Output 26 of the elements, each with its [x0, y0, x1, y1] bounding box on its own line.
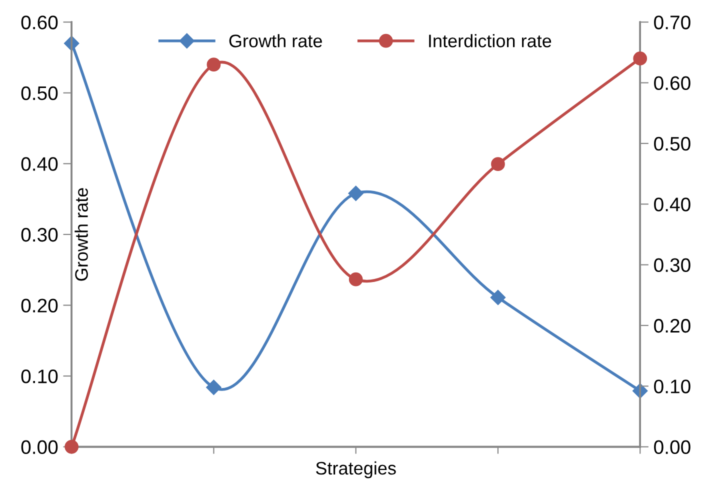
y-tick-label: 0.30: [21, 228, 58, 242]
y-tick-label: 0.60: [21, 16, 58, 30]
point: [348, 186, 364, 201]
point: [206, 58, 221, 72]
y-tick-label: 0.20: [21, 298, 58, 312]
y-axis-title: Growth rate: [74, 188, 88, 281]
y2-tick-label: 0.30: [654, 258, 690, 272]
y-tick-label: 0.50: [21, 86, 58, 100]
y2-tick-label: 0.50: [654, 136, 690, 151]
point: [491, 157, 505, 172]
y2-tick-label: 0.40: [654, 198, 690, 212]
point: [490, 290, 506, 306]
y2-tick-label: 0.10: [654, 380, 690, 394]
y2-tick-label: 0.20: [654, 318, 690, 333]
legend-label: Growth rate: [229, 34, 322, 48]
y2-tick-label: 0.00: [654, 440, 690, 454]
y-tick-label: 0.10: [21, 369, 58, 384]
point: [206, 380, 222, 395]
point: [633, 52, 648, 66]
y2-tick-label: 0.60: [654, 76, 690, 90]
x-axis-title: Strategies: [316, 461, 396, 478]
point: [348, 272, 363, 286]
legend-label: Interdiction rate: [429, 34, 552, 48]
y-tick-label: 0.40: [21, 157, 58, 171]
y-tick-label: 0.00: [21, 440, 58, 454]
y2-tick-label: 0.70: [654, 16, 690, 30]
